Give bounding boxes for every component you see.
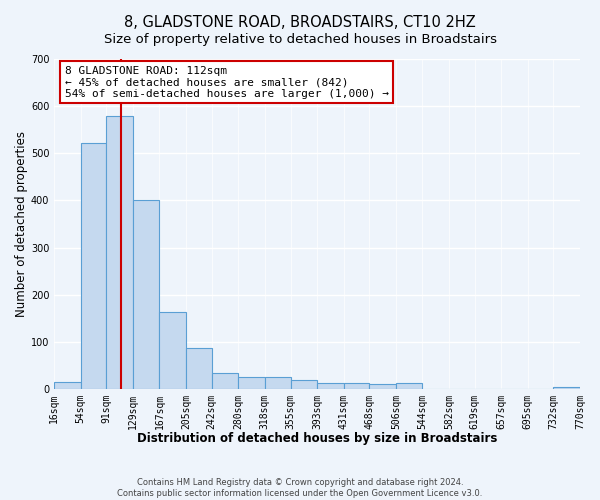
Text: Size of property relative to detached houses in Broadstairs: Size of property relative to detached ho…: [104, 32, 497, 46]
X-axis label: Distribution of detached houses by size in Broadstairs: Distribution of detached houses by size …: [137, 432, 497, 445]
Text: Contains HM Land Registry data © Crown copyright and database right 2024.
Contai: Contains HM Land Registry data © Crown c…: [118, 478, 482, 498]
Bar: [160, 312, 186, 389]
Bar: [553, 387, 580, 389]
Bar: [186, 348, 212, 389]
Bar: [317, 384, 344, 389]
Bar: [54, 382, 80, 389]
Bar: [212, 372, 238, 389]
Bar: [80, 143, 106, 389]
Bar: [133, 200, 160, 389]
Bar: [370, 384, 396, 389]
Y-axis label: Number of detached properties: Number of detached properties: [15, 131, 28, 317]
Bar: [290, 380, 317, 389]
Text: 8 GLADSTONE ROAD: 112sqm
← 45% of detached houses are smaller (842)
54% of semi-: 8 GLADSTONE ROAD: 112sqm ← 45% of detach…: [65, 66, 389, 99]
Bar: [238, 378, 265, 389]
Bar: [396, 384, 422, 389]
Bar: [265, 378, 290, 389]
Bar: [344, 384, 370, 389]
Text: 8, GLADSTONE ROAD, BROADSTAIRS, CT10 2HZ: 8, GLADSTONE ROAD, BROADSTAIRS, CT10 2HZ: [124, 15, 476, 30]
Bar: [106, 116, 133, 389]
